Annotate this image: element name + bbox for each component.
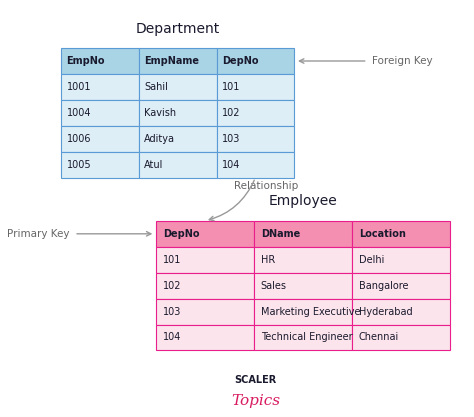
Text: Department: Department xyxy=(136,22,220,36)
FancyBboxPatch shape xyxy=(156,299,254,324)
Text: Location: Location xyxy=(359,229,406,239)
FancyBboxPatch shape xyxy=(139,48,217,74)
Text: Technical Engineer: Technical Engineer xyxy=(261,332,353,342)
Text: DepNo: DepNo xyxy=(163,229,200,239)
Text: 1006: 1006 xyxy=(66,134,91,144)
Text: SCALER: SCALER xyxy=(234,375,276,385)
FancyBboxPatch shape xyxy=(352,247,450,273)
FancyBboxPatch shape xyxy=(61,152,139,178)
Text: Employee: Employee xyxy=(268,194,337,208)
Text: 1001: 1001 xyxy=(66,82,91,92)
Text: Topics: Topics xyxy=(231,394,280,408)
FancyBboxPatch shape xyxy=(217,152,294,178)
Text: Chennai: Chennai xyxy=(359,332,399,342)
Text: 103: 103 xyxy=(163,306,182,317)
Text: 1004: 1004 xyxy=(66,108,91,118)
Text: 101: 101 xyxy=(163,255,182,265)
Text: DName: DName xyxy=(261,229,300,239)
Text: EmpName: EmpName xyxy=(144,56,199,66)
FancyBboxPatch shape xyxy=(217,100,294,126)
FancyBboxPatch shape xyxy=(139,100,217,126)
FancyBboxPatch shape xyxy=(156,273,254,299)
FancyBboxPatch shape xyxy=(217,48,294,74)
Text: Marketing Executive: Marketing Executive xyxy=(261,306,360,317)
FancyBboxPatch shape xyxy=(254,324,352,350)
FancyBboxPatch shape xyxy=(254,221,352,247)
Text: Hyderabad: Hyderabad xyxy=(359,306,412,317)
Text: 102: 102 xyxy=(163,281,182,291)
Text: Kavish: Kavish xyxy=(144,108,176,118)
Text: 104: 104 xyxy=(222,160,240,170)
Text: HR: HR xyxy=(261,255,275,265)
Text: DepNo: DepNo xyxy=(222,56,258,66)
Text: Primary Key: Primary Key xyxy=(7,229,70,239)
Text: Foreign Key: Foreign Key xyxy=(372,56,433,66)
FancyBboxPatch shape xyxy=(156,247,254,273)
Text: Sales: Sales xyxy=(261,281,287,291)
FancyBboxPatch shape xyxy=(139,126,217,152)
FancyBboxPatch shape xyxy=(139,152,217,178)
Text: Bangalore: Bangalore xyxy=(359,281,408,291)
FancyBboxPatch shape xyxy=(217,126,294,152)
FancyBboxPatch shape xyxy=(352,221,450,247)
Text: Aditya: Aditya xyxy=(144,134,175,144)
FancyBboxPatch shape xyxy=(156,221,254,247)
FancyBboxPatch shape xyxy=(217,74,294,100)
FancyBboxPatch shape xyxy=(61,48,139,74)
FancyBboxPatch shape xyxy=(61,74,139,100)
Text: 101: 101 xyxy=(222,82,240,92)
FancyBboxPatch shape xyxy=(61,126,139,152)
FancyBboxPatch shape xyxy=(254,299,352,324)
FancyBboxPatch shape xyxy=(156,324,254,350)
FancyBboxPatch shape xyxy=(61,100,139,126)
FancyBboxPatch shape xyxy=(139,74,217,100)
Text: 1005: 1005 xyxy=(66,160,91,170)
Text: Relationship: Relationship xyxy=(234,181,298,191)
Text: EmpNo: EmpNo xyxy=(66,56,105,66)
FancyBboxPatch shape xyxy=(254,247,352,273)
Text: Delhi: Delhi xyxy=(359,255,384,265)
Text: 104: 104 xyxy=(163,332,182,342)
FancyBboxPatch shape xyxy=(254,273,352,299)
Text: Sahil: Sahil xyxy=(144,82,168,92)
Text: 102: 102 xyxy=(222,108,240,118)
FancyBboxPatch shape xyxy=(352,273,450,299)
FancyBboxPatch shape xyxy=(352,299,450,324)
FancyBboxPatch shape xyxy=(352,324,450,350)
Text: 103: 103 xyxy=(222,134,240,144)
Text: Atul: Atul xyxy=(144,160,164,170)
